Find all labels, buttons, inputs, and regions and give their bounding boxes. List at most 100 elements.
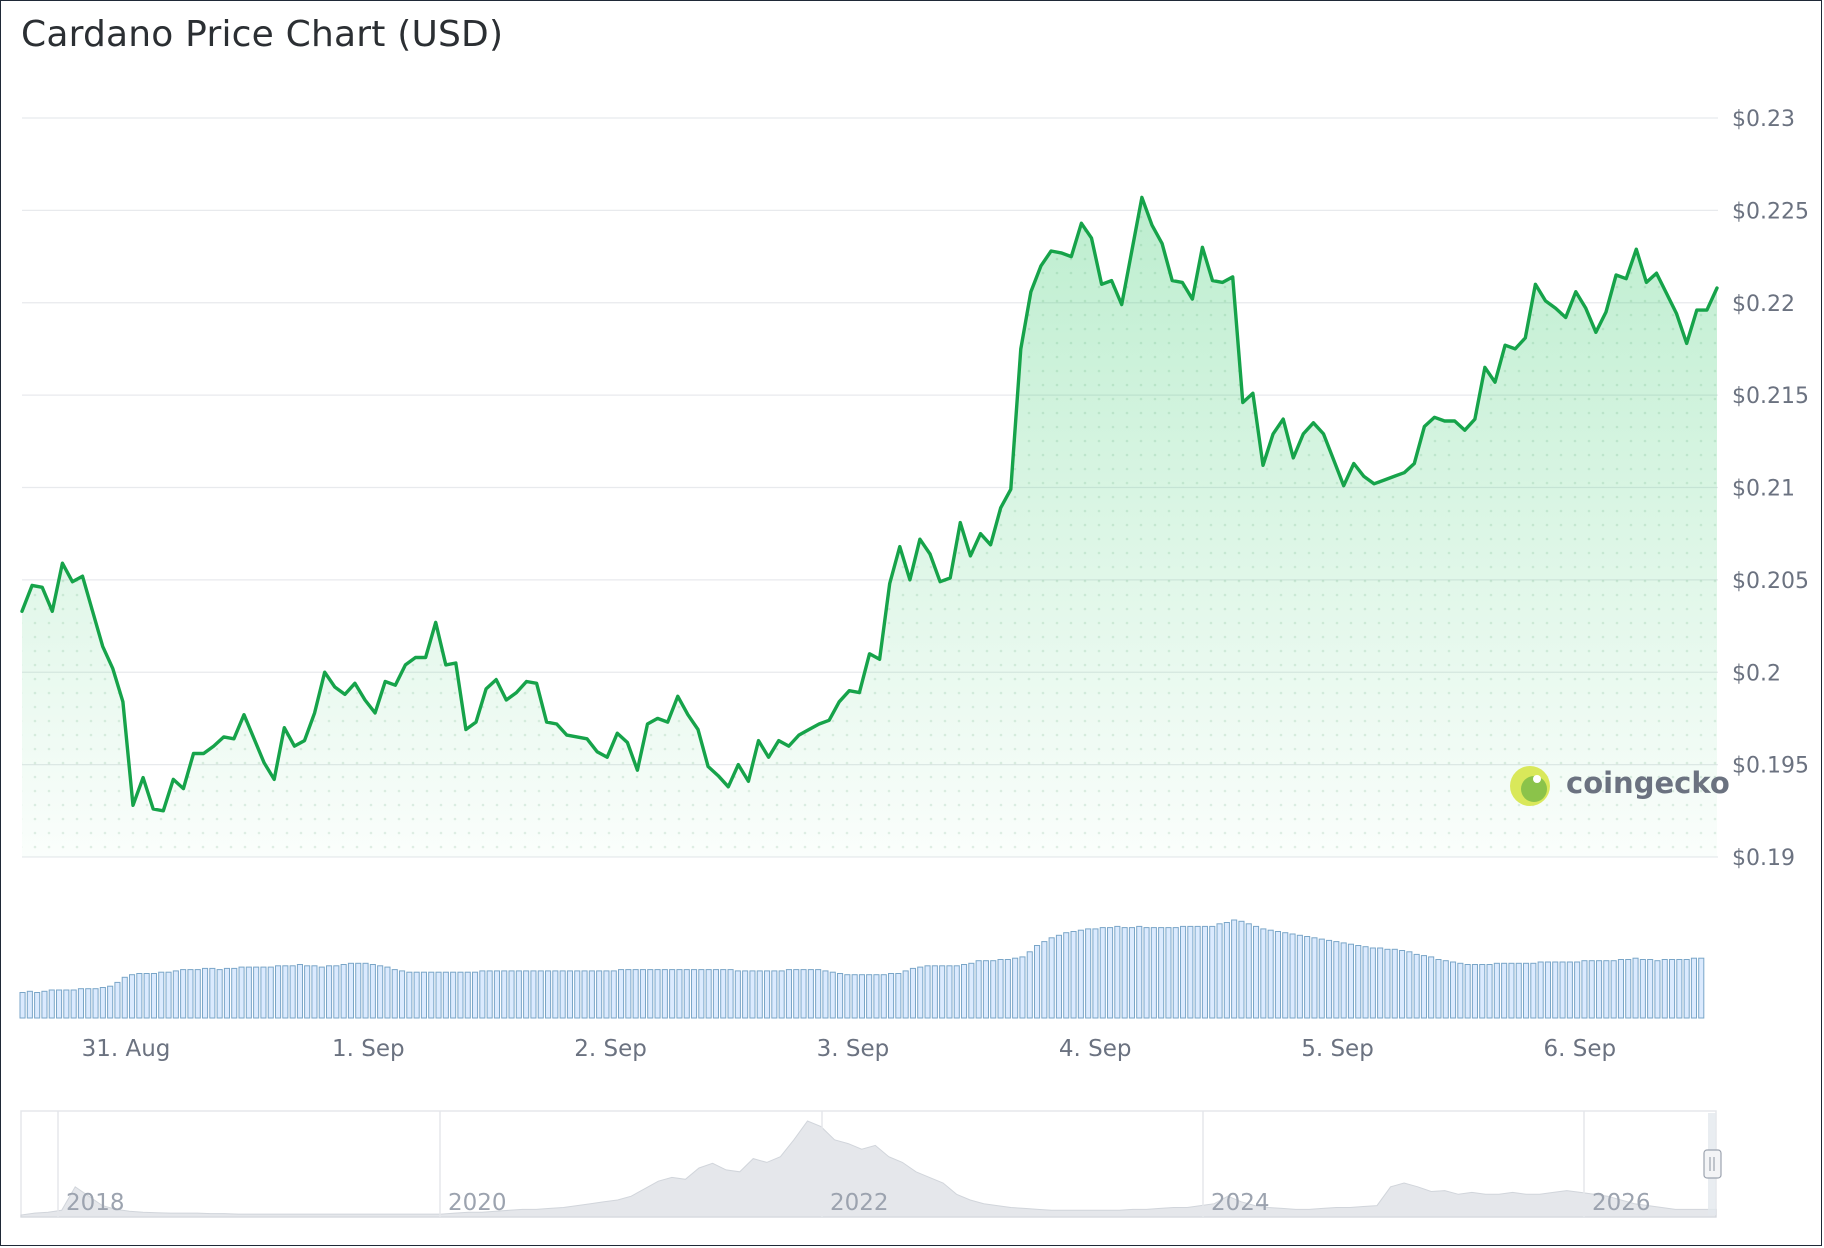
volume-bar bbox=[537, 970, 544, 1019]
navigator[interactable]: 2018 2020 2022 2024 2026 bbox=[20, 1110, 1722, 1218]
volume-bar bbox=[1114, 925, 1121, 1019]
volume-bar bbox=[296, 964, 303, 1019]
volume-bar bbox=[1347, 943, 1355, 1019]
volume-bar bbox=[895, 973, 902, 1019]
volume-bar bbox=[187, 969, 194, 1019]
volume-bar bbox=[1201, 925, 1209, 1019]
volume-bar bbox=[1172, 927, 1179, 1019]
volume-bars bbox=[19, 919, 1705, 1019]
volume-bar bbox=[311, 965, 318, 1019]
volume-bar bbox=[1107, 927, 1114, 1019]
volume-bar bbox=[1355, 945, 1362, 1019]
volume-bar bbox=[720, 969, 727, 1019]
volume-bar bbox=[880, 974, 887, 1019]
x-tick-label: 1. Sep bbox=[332, 1036, 405, 1062]
navigator-tick-label: 2026 bbox=[1592, 1190, 1651, 1216]
volume-bar bbox=[1479, 964, 1486, 1019]
volume-bar bbox=[566, 970, 574, 1019]
volume-bar bbox=[399, 970, 406, 1019]
volume-bar bbox=[1019, 956, 1026, 1019]
volume-bar bbox=[574, 970, 581, 1019]
volume-bar bbox=[982, 960, 990, 1019]
volume-bar bbox=[909, 967, 917, 1019]
volume-bar bbox=[1610, 960, 1617, 1019]
volume-bar bbox=[304, 965, 311, 1019]
volume-bar bbox=[48, 989, 55, 1019]
volume-bar bbox=[384, 966, 391, 1019]
volume-bar bbox=[1296, 934, 1303, 1019]
watermark-text: coingecko bbox=[1566, 766, 1730, 800]
volume-bar bbox=[1413, 953, 1420, 1019]
volume-bar bbox=[1683, 959, 1690, 1019]
navigator-area bbox=[20, 1120, 1717, 1218]
volume-bar bbox=[866, 974, 873, 1019]
volume-bar bbox=[1085, 928, 1092, 1019]
volume-bar bbox=[771, 970, 778, 1019]
volume-bar bbox=[1581, 960, 1588, 1019]
volume-bar bbox=[1092, 928, 1099, 1019]
volume-bar bbox=[939, 965, 946, 1019]
y-tick-label: $0.205 bbox=[1732, 569, 1809, 594]
volume-bar bbox=[1515, 962, 1522, 1019]
volume-bar bbox=[815, 969, 822, 1019]
volume-bar bbox=[647, 969, 654, 1019]
volume-bar bbox=[1457, 962, 1464, 1019]
volume-bar bbox=[63, 989, 70, 1019]
volume-bar bbox=[742, 970, 749, 1019]
volume-bar bbox=[1004, 959, 1011, 1019]
volume-bar bbox=[953, 965, 960, 1019]
volume-bar bbox=[1340, 942, 1347, 1019]
volume-bar bbox=[1530, 962, 1537, 1019]
volume-bar bbox=[997, 959, 1004, 1019]
volume-bar bbox=[888, 973, 895, 1019]
volume-bar bbox=[1318, 938, 1325, 1019]
volume-bar bbox=[129, 974, 136, 1019]
volume-bar bbox=[837, 973, 844, 1019]
volume-bar bbox=[464, 971, 471, 1019]
volume-bar bbox=[282, 965, 289, 1019]
volume-bar bbox=[844, 974, 851, 1019]
volume-bar bbox=[435, 971, 442, 1019]
volume-bar bbox=[223, 967, 230, 1019]
volume-bar bbox=[121, 976, 128, 1019]
volume-bar bbox=[1063, 932, 1070, 1019]
volume-bar bbox=[1508, 962, 1515, 1019]
volume-bar bbox=[588, 970, 595, 1019]
y-tick-label: $0.215 bbox=[1732, 384, 1809, 409]
x-tick-label: 6. Sep bbox=[1543, 1036, 1616, 1062]
volume-bar bbox=[260, 966, 267, 1019]
volume-bar bbox=[807, 969, 814, 1019]
volume-bar bbox=[158, 971, 165, 1019]
volume-bar bbox=[1559, 961, 1566, 1019]
volume-bar bbox=[1238, 920, 1245, 1019]
volume-bar bbox=[1245, 923, 1252, 1019]
volume-bar bbox=[1661, 959, 1668, 1019]
volume-bar bbox=[253, 966, 260, 1019]
volume-bar bbox=[625, 969, 632, 1019]
x-axis-labels: 31. Aug 1. Sep 2. Sep 3. Sep 4. Sep 5. Sep 6. … bbox=[82, 1036, 1617, 1062]
volume-bar bbox=[712, 969, 720, 1019]
volume-bar bbox=[559, 970, 566, 1019]
volume-bar bbox=[165, 971, 172, 1019]
x-tick-label: 31. Aug bbox=[82, 1036, 171, 1062]
volume-bar bbox=[1399, 950, 1406, 1019]
y-tick-label: $0.2 bbox=[1732, 661, 1781, 686]
volume-bar bbox=[552, 970, 559, 1019]
volume-bar bbox=[1026, 951, 1033, 1019]
volume-bar bbox=[326, 965, 333, 1019]
volume-bar bbox=[267, 966, 274, 1019]
volume-bar bbox=[391, 969, 398, 1019]
volume-bar bbox=[596, 970, 603, 1019]
volume-bar bbox=[669, 969, 676, 1019]
navigator-handle[interactable] bbox=[1703, 1149, 1722, 1179]
volume-bar bbox=[202, 967, 209, 1019]
volume-bar bbox=[486, 970, 493, 1019]
volume-bar bbox=[77, 988, 85, 1019]
volume-bar bbox=[1420, 955, 1428, 1019]
volume-bar bbox=[990, 960, 997, 1019]
volume-bar bbox=[501, 970, 508, 1019]
volume-bar bbox=[150, 973, 157, 1019]
y-tick-label: $0.19 bbox=[1732, 846, 1795, 871]
volume-bar bbox=[1632, 957, 1639, 1019]
